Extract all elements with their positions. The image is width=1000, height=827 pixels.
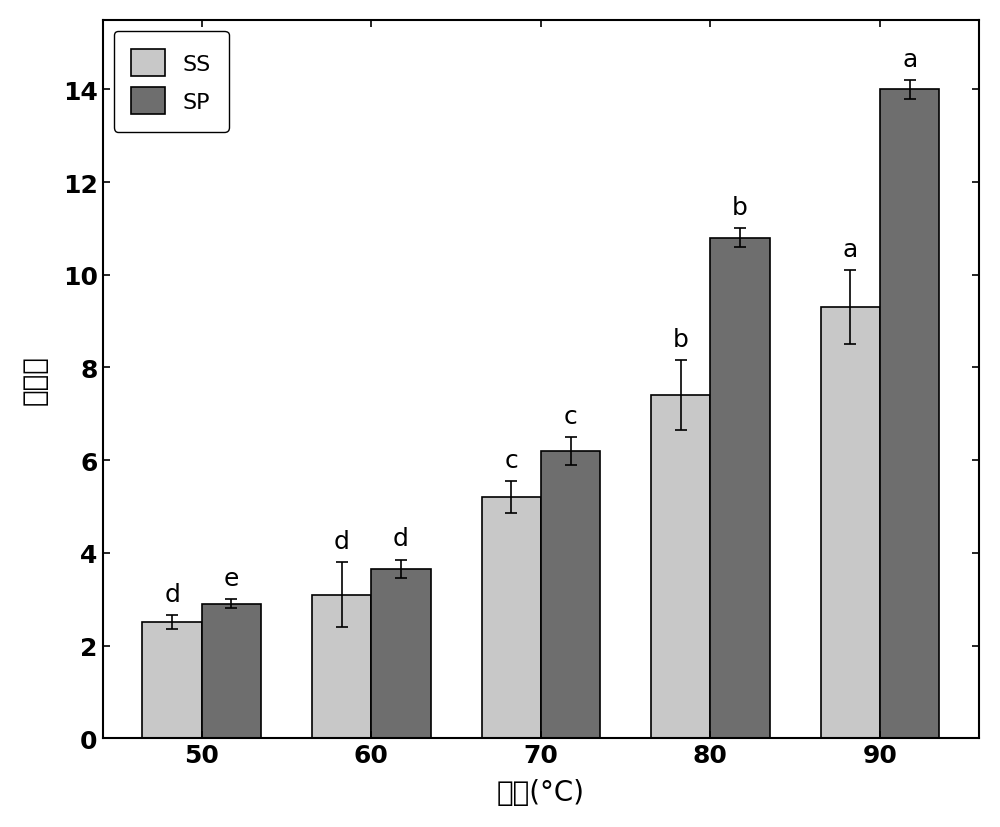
Bar bbox=[482, 498, 541, 739]
Text: d: d bbox=[334, 529, 350, 553]
Text: b: b bbox=[732, 196, 748, 220]
Text: d: d bbox=[393, 527, 409, 551]
Bar bbox=[142, 623, 202, 739]
Text: d: d bbox=[164, 582, 180, 606]
Text: a: a bbox=[902, 48, 917, 72]
Text: a: a bbox=[843, 237, 858, 261]
Bar bbox=[371, 569, 431, 739]
Legend: SS, SP: SS, SP bbox=[114, 32, 229, 132]
Text: c: c bbox=[504, 448, 518, 472]
Text: c: c bbox=[564, 404, 577, 428]
X-axis label: 温度(°C): 温度(°C) bbox=[497, 778, 585, 806]
Bar bbox=[651, 396, 710, 739]
Bar bbox=[202, 604, 261, 739]
Bar bbox=[880, 90, 939, 739]
Bar bbox=[541, 452, 600, 739]
Bar bbox=[821, 308, 880, 739]
Bar bbox=[710, 238, 770, 739]
Text: b: b bbox=[673, 327, 689, 351]
Y-axis label: 溶胀力: 溶胀力 bbox=[21, 355, 49, 404]
Bar bbox=[312, 595, 371, 739]
Text: e: e bbox=[224, 566, 239, 590]
